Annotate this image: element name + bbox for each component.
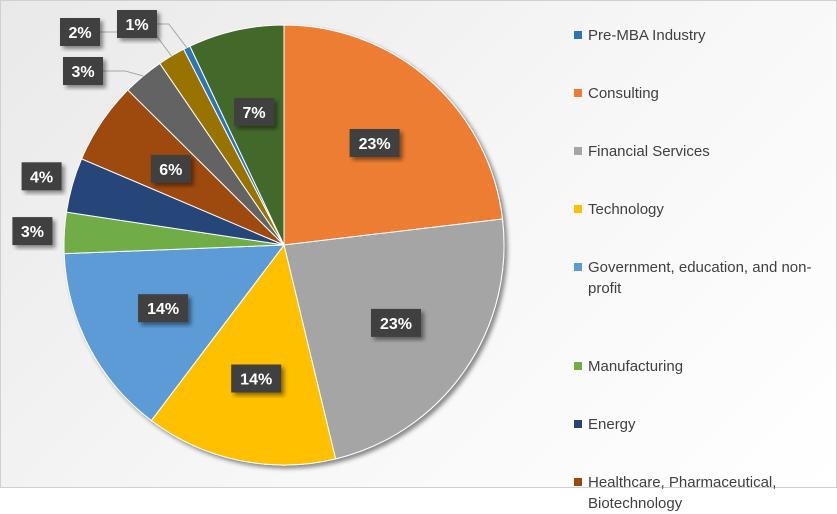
legend-label: Pre-MBA Industry — [588, 27, 706, 44]
legend-item-pre-mba-industry: Pre-MBA Industry — [567, 25, 829, 46]
legend-swatch — [574, 205, 582, 213]
data-label: 23% — [349, 129, 400, 157]
data-label-box — [231, 364, 282, 393]
legend-item-energy: Energy — [567, 414, 829, 435]
data-label: 1% — [117, 10, 157, 38]
legend-item-technology: Technology — [567, 199, 829, 220]
data-label-text: 14% — [147, 301, 179, 318]
leader-line — [103, 70, 144, 77]
leader-line — [157, 23, 188, 49]
data-label-box — [60, 18, 100, 46]
legend-swatch — [574, 147, 582, 155]
legend-item-consulting: Consulting — [567, 83, 829, 104]
legend-label: Consulting — [588, 85, 659, 102]
data-label: 3% — [12, 217, 53, 246]
legend-swatch — [574, 478, 582, 486]
legend-swatch — [574, 263, 582, 271]
pie-data-labels: 23% 23% 14% 14% 3% 4% 6% 3% 2% 1% 7% — [12, 10, 421, 393]
data-label: 3% — [63, 57, 103, 85]
data-label-box — [349, 129, 400, 157]
data-label-text: 6% — [159, 162, 182, 179]
data-label-text: 14% — [240, 372, 272, 389]
data-label-text: 4% — [30, 169, 53, 186]
data-label-box — [12, 217, 53, 246]
legend-label: Government, education, and non-profit — [588, 259, 812, 297]
data-label: 23% — [371, 308, 421, 337]
data-label-box — [63, 57, 103, 85]
data-label: 14% — [138, 294, 189, 323]
legend-item-manufacturing: Manufacturing — [567, 356, 829, 377]
data-label-text: 23% — [359, 136, 391, 153]
data-label-text: 23% — [380, 316, 412, 333]
data-label-box — [150, 154, 191, 183]
legend-item-financial-services: Financial Services — [567, 141, 829, 162]
legend-swatch — [574, 31, 582, 39]
data-label: 6% — [150, 154, 191, 183]
data-label-text: 7% — [243, 105, 266, 122]
data-label: 7% — [234, 97, 275, 126]
legend-swatch — [574, 89, 582, 97]
legend-item-government-education-and-non-profit: Government, education, and non-profit — [567, 257, 829, 299]
data-label-box — [138, 294, 189, 323]
legend-label: Healthcare, Pharmaceutical, Biotechnolog… — [588, 474, 777, 512]
pie-chart: 23% 23% 14% 14% 3% 4% 6% 3% 2% 1% 7% — [12, 10, 505, 466]
pie-slice-unlabeled-10 — [189, 24, 285, 246]
legend-swatch — [574, 420, 582, 428]
data-label: 4% — [21, 162, 62, 191]
data-label-text: 3% — [71, 64, 94, 81]
legend-label: Technology — [588, 201, 664, 218]
data-label-text: 2% — [68, 25, 91, 42]
data-label-box — [21, 162, 62, 191]
data-label-text: 1% — [125, 17, 148, 34]
data-label-box — [117, 10, 157, 38]
data-label-text: 3% — [21, 224, 44, 241]
data-label-box — [234, 97, 275, 126]
legend-item-healthcare-pharmaceutical-biotechnology: Healthcare, Pharmaceutical, Biotechnolog… — [567, 472, 829, 514]
pie-slice-government-education-and-non-profit — [63, 244, 286, 422]
legend-label: Energy — [588, 416, 636, 433]
pie-slices — [63, 24, 505, 466]
data-label: 2% — [60, 18, 100, 46]
legend: Pre-MBA Industry Consulting Financial Serv… — [567, 25, 829, 514]
legend-label: Manufacturing — [588, 358, 684, 375]
data-label: 14% — [231, 364, 282, 393]
pie-slice-financial-services — [283, 218, 505, 460]
data-label-box — [371, 308, 421, 337]
legend-swatch — [574, 362, 582, 370]
pie-slice-technology — [150, 243, 337, 466]
legend-label: Financial Services — [588, 143, 710, 160]
